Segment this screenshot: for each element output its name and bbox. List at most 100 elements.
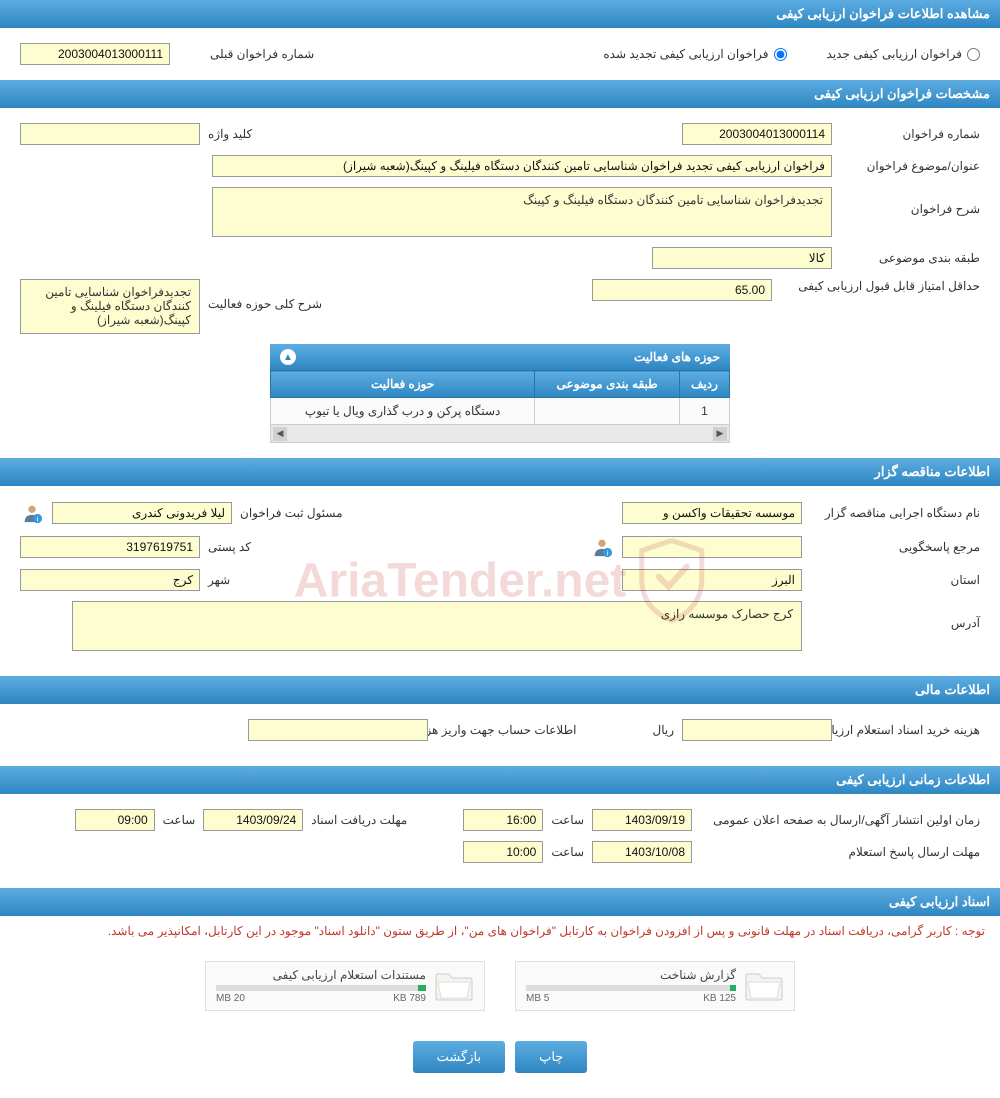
table-row: 1 دستگاه پرکن و درب گذاری ویال یا تیوپ (271, 398, 730, 425)
contact-field (622, 536, 802, 558)
province-label: استان (810, 573, 980, 587)
docs-note: توجه : کاربر گرامی، دریافت اسناد در مهلت… (0, 916, 1000, 946)
th-category: طبقه بندی موضوعی (535, 371, 680, 398)
prev-call-field: 2003004013000111 (20, 43, 170, 65)
response-date-field: 1403/10/08 (592, 841, 692, 863)
address-field: کرج حصارک موسسه رازی (72, 601, 802, 651)
section1-body: فراخوان ارزیابی کیفی جدید فراخوان ارزیاب… (0, 28, 1000, 80)
file-used-1: 125 KB (703, 993, 736, 1004)
activity-scope-field: تجدیدفراخوان شناسایی تامین کنندگان دستگا… (20, 279, 200, 334)
min-score-label: حداقل امتیاز قابل قبول ارزیابی کیفی (780, 279, 980, 293)
response-time-field: 10:00 (463, 841, 543, 863)
desc-label: شرح فراخوان (840, 187, 980, 216)
section3-body: AriaTender.net نام دستگاه اجرایی مناقصه … (0, 486, 1000, 676)
subject-label: عنوان/موضوع فراخوان (840, 159, 980, 173)
collapse-icon[interactable]: ▲ (280, 349, 296, 365)
button-row: چاپ بازگشت (0, 1026, 1000, 1098)
file-used-2: 789 KB (393, 993, 426, 1004)
th-activity: حوزه فعالیت (271, 371, 535, 398)
section-header-financial: اطلاعات مالی (0, 676, 1000, 704)
reg-officer-field: لیلا فریدونی کندری (52, 502, 232, 524)
radio-renewed-label: فراخوان ارزیابی کیفی تجدید شده (603, 47, 768, 61)
activity-table-title-text: حوزه های فعالیت (634, 350, 720, 364)
radio-new-label: فراخوان ارزیابی کیفی جدید (827, 47, 962, 61)
response-label: مهلت ارسال پاسخ استعلام (700, 845, 980, 859)
person-icon[interactable]: i (20, 501, 44, 525)
postal-field: 3197619751 (20, 536, 200, 558)
section-header-specs: مشخصات فراخوان ارزیابی کیفی (0, 80, 1000, 108)
category-label: طبقه بندی موضوعی (840, 251, 980, 265)
section4-body: هزینه خرید اسناد استعلام ارزیابی کیفی ری… (0, 704, 1000, 766)
desc-field: تجدیدفراخوان شناسایی تامین کنندگان دستگا… (212, 187, 832, 237)
file-card-2[interactable]: مستندات استعلام ارزیابی کیفی 789 KB 20 M… (205, 961, 485, 1011)
keyword-field (20, 123, 200, 145)
org-field: موسسه تحقیقات واکسن و (622, 502, 802, 524)
file-total-1: 5 MB (526, 993, 549, 1004)
file-total-2: 20 MB (216, 993, 245, 1004)
province-field: البرز (622, 569, 802, 591)
progress-bar-1 (526, 985, 736, 991)
folder-icon (434, 970, 474, 1002)
deadline-time-field: 09:00 (75, 809, 155, 831)
deadline-label: مهلت دریافت اسناد (311, 813, 407, 827)
reg-officer-label: مسئول ثبت فراخوان (240, 506, 343, 520)
publish-label: زمان اولین انتشار آگهی/ارسال به صفحه اعل… (700, 813, 980, 827)
section-header-timing: اطلاعات زمانی ارزیابی کیفی (0, 766, 1000, 794)
time-label-1: ساعت (551, 813, 584, 827)
file-name-2: مستندات استعلام ارزیابی کیفی (216, 968, 426, 982)
table-scrollbar[interactable]: ▶ ◀ (270, 425, 730, 443)
postal-label: کد پستی (208, 540, 251, 554)
keyword-label: کلید واژه (208, 127, 252, 141)
min-score-field: 65.00 (592, 279, 772, 301)
back-button[interactable]: بازگشت (413, 1041, 505, 1073)
radio-renewed-input[interactable] (774, 48, 787, 61)
cost-field (682, 719, 832, 741)
radio-renewed-call[interactable]: فراخوان ارزیابی کیفی تجدید شده (603, 47, 786, 61)
radio-new-call[interactable]: فراخوان ارزیابی کیفی جدید (827, 47, 980, 61)
th-row: ردیف (680, 371, 730, 398)
td-category (535, 398, 680, 425)
radio-new-input[interactable] (967, 48, 980, 61)
org-label: نام دستگاه اجرایی مناقصه گزار (810, 506, 980, 520)
activity-scope-label: شرح کلی حوزه فعالیت (208, 279, 322, 311)
scroll-right-icon[interactable]: ▶ (713, 427, 727, 441)
file-card-1[interactable]: گزارش شناخت 125 KB 5 MB (515, 961, 795, 1011)
publish-time-field: 16:00 (463, 809, 543, 831)
activity-table-title: حوزه های فعالیت ▲ (270, 344, 730, 370)
progress-bar-2 (216, 985, 426, 991)
scroll-left-icon[interactable]: ◀ (273, 427, 287, 441)
section-header-view-info: مشاهده اطلاعات فراخوان ارزیابی کیفی (0, 0, 1000, 28)
call-no-field: 2003004013000114 (682, 123, 832, 145)
file-name-1: گزارش شناخت (526, 968, 736, 982)
currency-label: ریال (652, 723, 674, 737)
call-no-label: شماره فراخوان (840, 127, 980, 141)
progress-fill-1 (730, 985, 736, 991)
section2-body: شماره فراخوان 2003004013000114 کلید واژه… (0, 108, 1000, 458)
person-icon[interactable]: i (590, 535, 614, 559)
city-field: کرج (20, 569, 200, 591)
folder-icon (744, 970, 784, 1002)
section-header-docs: اسناد ارزیابی کیفی (0, 888, 1000, 916)
activity-table: ردیف طبقه بندی موضوعی حوزه فعالیت 1 دستگ… (270, 370, 730, 425)
address-label: آدرس (810, 601, 980, 630)
deadline-date-field: 1403/09/24 (203, 809, 303, 831)
time-label-3: ساعت (551, 845, 584, 859)
category-field: کالا (652, 247, 832, 269)
print-button[interactable]: چاپ (515, 1041, 587, 1073)
publish-date-field: 1403/09/19 (592, 809, 692, 831)
progress-fill-2 (418, 985, 426, 991)
activity-table-container: حوزه های فعالیت ▲ ردیف طبقه بندی موضوعی … (270, 344, 730, 443)
prev-call-label: شماره فراخوان قبلی (210, 47, 314, 61)
section5-body: زمان اولین انتشار آگهی/ارسال به صفحه اعل… (0, 794, 1000, 888)
cost-label: هزینه خرید اسناد استعلام ارزیابی کیفی (840, 723, 980, 737)
account-field (248, 719, 428, 741)
td-activity: دستگاه پرکن و درب گذاری ویال یا تیوپ (271, 398, 535, 425)
file-row: گزارش شناخت 125 KB 5 MB مستندات استعلام … (0, 946, 1000, 1026)
city-label: شهر (208, 573, 230, 587)
time-label-2: ساعت (163, 813, 196, 827)
section-header-tenderer: اطلاعات مناقصه گزار (0, 458, 1000, 486)
contact-label: مرجع پاسخگویی (810, 540, 980, 554)
subject-field: فراخوان ارزیابی کیفی تجدید فراخوان شناسا… (212, 155, 832, 177)
account-label: اطلاعات حساب جهت واریز هزینه خرید اسناد (436, 723, 576, 737)
td-row: 1 (680, 398, 730, 425)
